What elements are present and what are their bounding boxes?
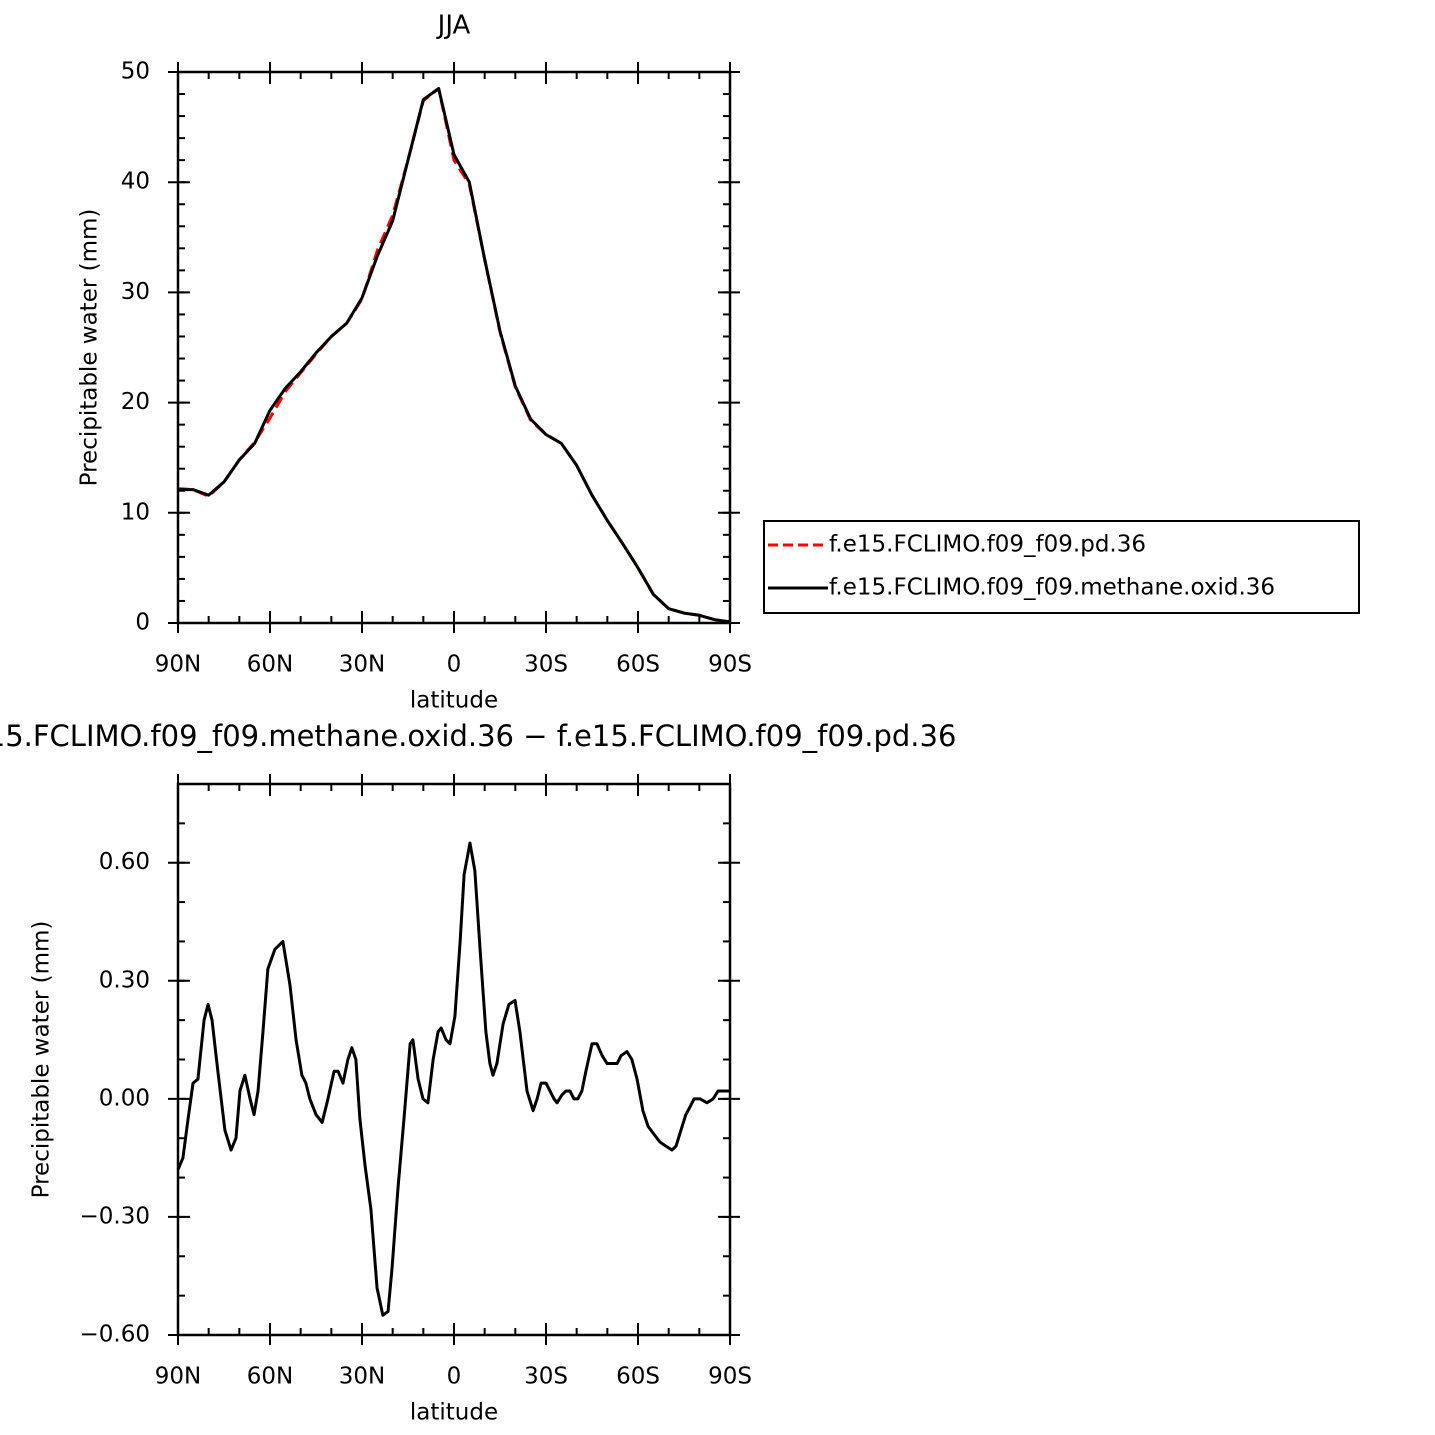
y-tick-label: 0 [135, 610, 150, 636]
x-tick-label: 90N [155, 1364, 201, 1390]
x-tick-label: 90S [708, 1364, 752, 1390]
x-tick-label: 90S [708, 652, 752, 678]
data-line [177, 87, 731, 624]
legend: f.e15.FCLIMO.f09_f09.pd.36 f.e15.FCLIMO.f… [763, 520, 1360, 614]
y-tick-label: −0.60 [80, 1322, 150, 1348]
x-axis-label: latitude [410, 688, 498, 714]
x-tick-label: 60S [616, 652, 660, 678]
data-line [176, 841, 730, 1317]
plot-frame [176, 782, 732, 1337]
x-tick-label: 30S [524, 652, 568, 678]
y-tick-label: 50 [121, 59, 150, 85]
x-tick-label: 60N [247, 1364, 293, 1390]
y-tick-label: 40 [121, 169, 150, 195]
x-axis-label: latitude [410, 1400, 498, 1426]
y-tick-label: 0.60 [99, 849, 150, 875]
x-tick-label: 60S [616, 1364, 660, 1390]
chart-title: JJA [436, 11, 471, 41]
legend-label: f.e15.FCLIMO.f09_f09.methane.oxid.36 [829, 575, 1275, 601]
data-line [178, 87, 731, 624]
x-tick-label: 60N [247, 652, 293, 678]
plot-frame [176, 70, 732, 625]
x-tick-label: 30N [339, 1364, 385, 1390]
y-tick-label: 20 [121, 389, 150, 415]
y-tick-label: 30 [121, 279, 150, 305]
chart-title: f.e15.FCLIMO.f09_f09.methane.oxid.36 − f… [0, 719, 956, 753]
y-tick-label: 10 [121, 499, 150, 525]
y-tick-label: 0.30 [99, 967, 150, 993]
x-tick-label: 30N [339, 652, 385, 678]
y-axis-label: Precipitable water (mm) [29, 921, 55, 1199]
x-tick-label: 0 [447, 1364, 462, 1390]
x-tick-label: 0 [447, 652, 462, 678]
y-tick-label: −0.30 [80, 1203, 150, 1229]
x-tick-label: 30S [524, 1364, 568, 1390]
y-axis-label: Precipitable water (mm) [77, 209, 103, 487]
legend-box [763, 520, 1360, 614]
y-tick-label: 0.00 [99, 1085, 150, 1111]
x-tick-label: 90N [155, 652, 201, 678]
legend-label: f.e15.FCLIMO.f09_f09.pd.36 [829, 532, 1146, 558]
